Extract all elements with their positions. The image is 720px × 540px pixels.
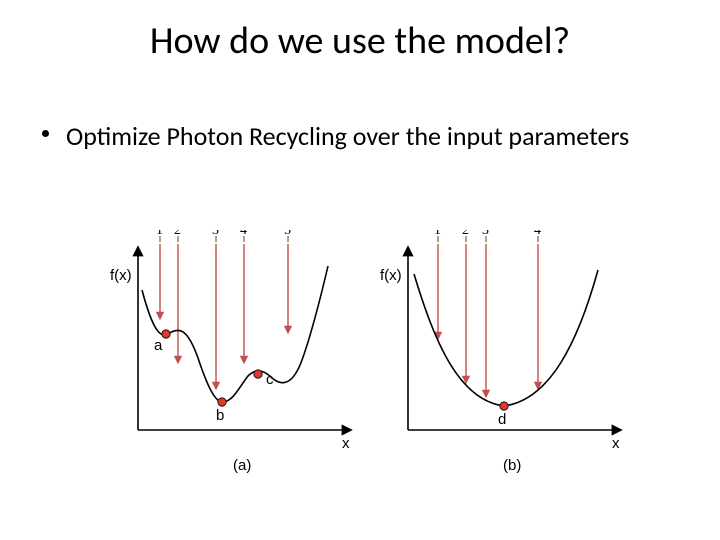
svg-text:1: 1: [434, 230, 441, 238]
svg-text:(a): (a): [233, 457, 251, 474]
optimization-plots: f(x) x (a) 1 2 3 4 5 a b c f(x) x (b) 1 2 3 4 d: [88, 230, 632, 490]
svg-text:(b): (b): [503, 457, 521, 474]
svg-text:4: 4: [240, 230, 247, 238]
svg-text:3: 3: [482, 230, 489, 238]
svg-text:x: x: [612, 435, 620, 452]
svg-text:4: 4: [534, 230, 541, 238]
plot-svg: f(x) x (a) 1 2 3 4 5 a b c f(x) x (b) 1 2 3 4 d: [88, 230, 632, 490]
slide-title: How do we use the model?: [0, 18, 720, 64]
svg-text:a: a: [154, 337, 163, 354]
svg-text:5: 5: [284, 230, 291, 238]
svg-text:d: d: [498, 411, 506, 428]
bullet-text: Optimize Photon Recycling over the input…: [66, 120, 678, 153]
bullet-item: Optimize Photon Recycling over the input…: [42, 120, 678, 153]
svg-text:2: 2: [174, 230, 181, 238]
svg-text:3: 3: [212, 230, 219, 238]
svg-text:1: 1: [156, 230, 163, 238]
svg-text:2: 2: [462, 230, 469, 238]
svg-text:b: b: [216, 407, 224, 424]
bullet-dot: [42, 130, 49, 137]
svg-text:f(x): f(x): [110, 267, 132, 284]
svg-text:f(x): f(x): [380, 267, 402, 284]
svg-text:c: c: [266, 371, 274, 388]
svg-text:x: x: [342, 435, 350, 452]
